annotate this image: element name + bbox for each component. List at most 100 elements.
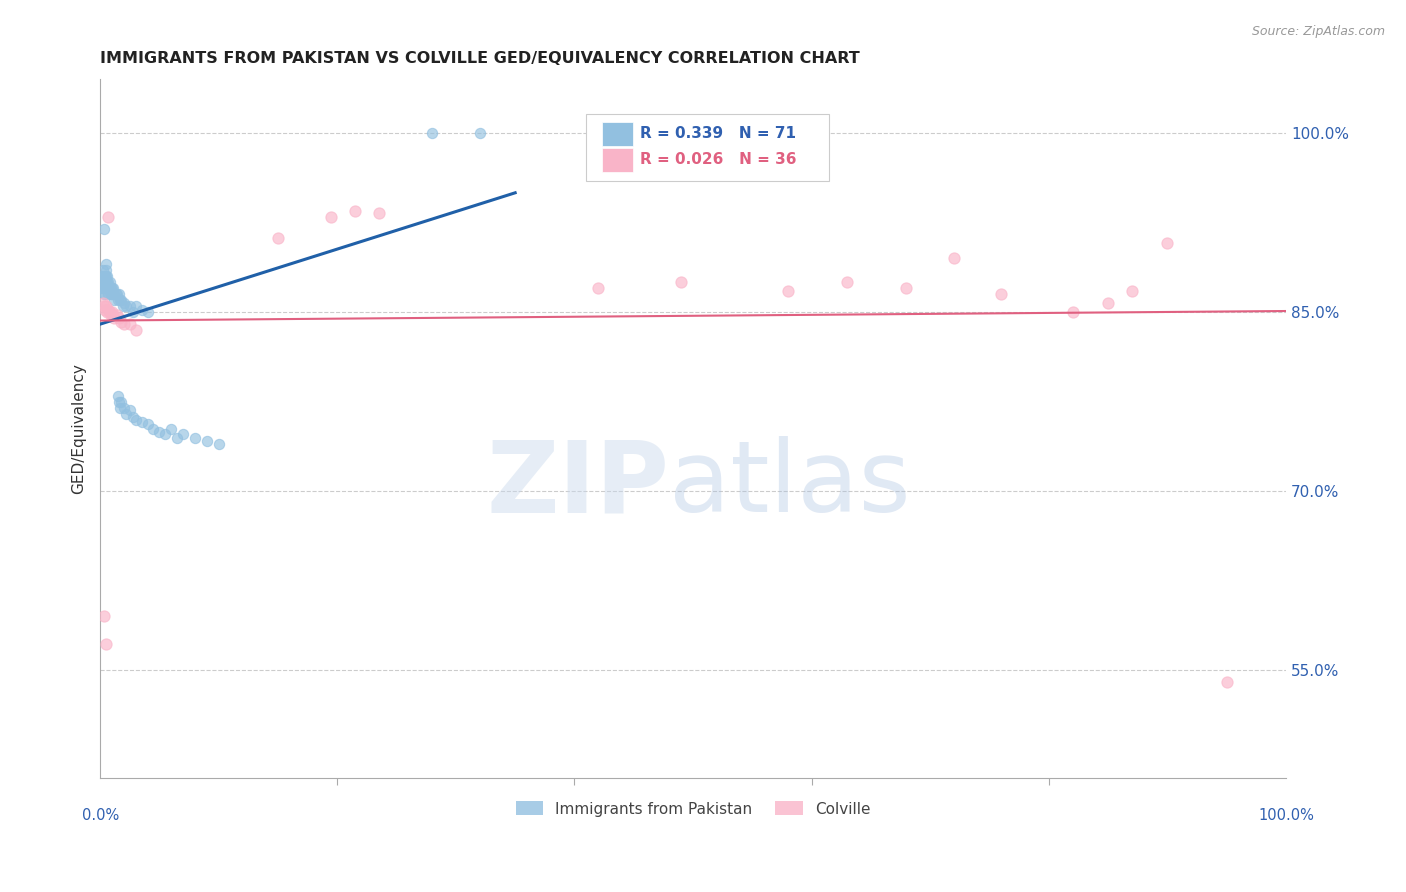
Point xyxy=(267,231,290,245)
Point xyxy=(108,311,131,326)
Point xyxy=(93,269,115,284)
Point xyxy=(97,302,120,317)
Point xyxy=(104,287,127,301)
Point xyxy=(94,302,117,317)
Point xyxy=(94,257,117,271)
Point xyxy=(110,293,132,308)
Point xyxy=(97,287,120,301)
Point xyxy=(118,299,141,313)
Point xyxy=(100,287,122,301)
Point xyxy=(91,263,114,277)
Point xyxy=(107,389,129,403)
Point xyxy=(110,315,132,329)
Point xyxy=(94,276,117,290)
Point xyxy=(115,299,138,313)
Point xyxy=(94,276,117,290)
Text: R = 0.026   N = 36: R = 0.026 N = 36 xyxy=(640,153,796,167)
Point xyxy=(91,276,114,290)
Point xyxy=(131,302,153,317)
Y-axis label: GED/Equivalency: GED/Equivalency xyxy=(72,363,86,494)
Point xyxy=(96,305,118,319)
Point xyxy=(208,436,231,450)
Point xyxy=(776,284,799,298)
Point xyxy=(101,305,124,319)
Point xyxy=(97,281,120,295)
Point xyxy=(105,308,128,322)
Point xyxy=(367,206,389,220)
Point xyxy=(96,269,118,284)
Point xyxy=(94,281,117,295)
Point xyxy=(321,210,343,224)
Point xyxy=(101,281,124,295)
Point xyxy=(93,608,115,623)
Point xyxy=(1097,295,1119,310)
Point xyxy=(112,317,135,331)
Point xyxy=(94,269,117,284)
Point xyxy=(101,287,124,301)
Point xyxy=(118,317,141,331)
FancyBboxPatch shape xyxy=(602,122,633,145)
Point xyxy=(101,308,124,322)
Point xyxy=(155,427,177,442)
Point xyxy=(112,401,135,415)
Point xyxy=(107,293,129,308)
Point xyxy=(108,287,131,301)
Point xyxy=(184,431,207,445)
Point xyxy=(103,287,125,301)
Point xyxy=(91,281,114,295)
Point xyxy=(103,293,125,308)
Point xyxy=(90,281,112,295)
Point xyxy=(93,221,115,235)
Point xyxy=(136,305,159,319)
Point xyxy=(93,299,115,313)
Point xyxy=(1062,305,1084,319)
Point xyxy=(110,394,132,409)
Point xyxy=(122,410,145,425)
Point xyxy=(131,415,153,429)
Point xyxy=(837,276,859,290)
Text: Source: ZipAtlas.com: Source: ZipAtlas.com xyxy=(1251,25,1385,38)
Point xyxy=(94,263,117,277)
Point xyxy=(896,281,918,295)
Point xyxy=(1215,675,1237,690)
Point xyxy=(136,417,159,432)
Text: 100.0%: 100.0% xyxy=(1258,808,1313,823)
Point xyxy=(172,427,194,442)
Point xyxy=(142,422,165,436)
Point xyxy=(100,281,122,295)
Point xyxy=(468,126,491,140)
Point xyxy=(97,210,120,224)
Point xyxy=(110,293,132,308)
Point xyxy=(103,311,125,326)
Point xyxy=(93,287,115,301)
Point xyxy=(166,431,188,445)
Legend: Immigrants from Pakistan, Colville: Immigrants from Pakistan, Colville xyxy=(509,796,877,822)
Point xyxy=(990,287,1012,301)
Point xyxy=(98,276,121,290)
Point xyxy=(344,203,367,218)
Point xyxy=(98,305,121,319)
Point xyxy=(125,412,148,426)
Point xyxy=(420,126,443,140)
Text: R = 0.339   N = 71: R = 0.339 N = 71 xyxy=(640,126,796,141)
Point xyxy=(101,281,124,295)
Point xyxy=(122,305,145,319)
Point xyxy=(125,323,148,337)
Point xyxy=(94,281,117,295)
Point xyxy=(94,287,117,301)
Point xyxy=(110,401,132,415)
Point xyxy=(94,637,117,651)
Point xyxy=(118,403,141,417)
Point xyxy=(98,281,121,295)
Point xyxy=(96,276,118,290)
Text: atlas: atlas xyxy=(669,436,911,533)
Point xyxy=(93,281,115,295)
FancyBboxPatch shape xyxy=(602,148,633,171)
Point xyxy=(1121,284,1143,298)
Point xyxy=(91,295,114,310)
Point xyxy=(97,276,120,290)
Text: ZIP: ZIP xyxy=(486,436,669,533)
Point xyxy=(160,422,183,436)
Point xyxy=(105,287,128,301)
Point xyxy=(195,434,218,449)
